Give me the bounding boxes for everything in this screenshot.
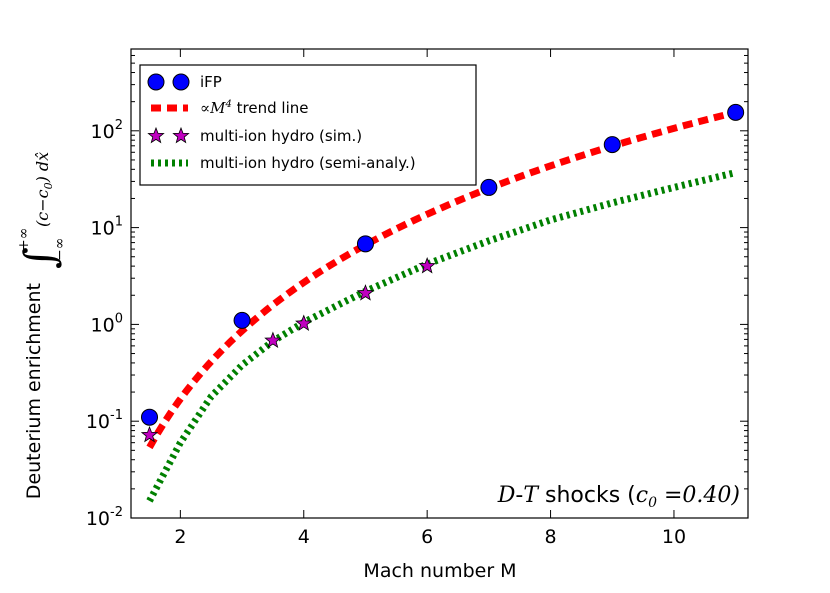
y-tick-label: 10-2 bbox=[86, 505, 123, 530]
shock-annotation: D-T shocks (c0 =0.40) bbox=[497, 483, 740, 511]
y-tick-label-exponent: -1 bbox=[110, 408, 123, 423]
ifp-point bbox=[233, 311, 251, 329]
legend-trend-prefix: ∝M bbox=[200, 99, 226, 117]
legend-label-trend: ∝M4 trend line bbox=[200, 99, 308, 117]
legend-entry-ifp: iFP bbox=[147, 73, 222, 91]
ifp-point bbox=[480, 178, 498, 196]
y-tick-label-base: 10 bbox=[86, 411, 110, 433]
legend: iFP ∝M4 trend line multi-ion hydro (sim.… bbox=[139, 64, 477, 186]
integral-integrand: (c−c0) dx̂ bbox=[33, 152, 55, 227]
annotation-species-a: D bbox=[497, 483, 516, 508]
legend-label-semi: multi-ion hydro (semi-analy.) bbox=[200, 154, 416, 172]
sim-point bbox=[264, 331, 282, 348]
legend-marker-sim bbox=[147, 126, 165, 144]
sim-point bbox=[418, 256, 436, 274]
annotation-equals: =0.40) bbox=[657, 483, 740, 508]
legend-trend-sup: 4 bbox=[225, 99, 232, 110]
legend-marker-ifp bbox=[172, 73, 190, 91]
sim-point bbox=[140, 425, 159, 443]
integral-upper-limit: +∞ bbox=[16, 228, 32, 251]
y-tick-label: 102 bbox=[91, 118, 123, 143]
x-tick-label: 10 bbox=[662, 526, 686, 548]
legend-trend-suffix: trend line bbox=[232, 99, 309, 117]
ifp-point bbox=[603, 136, 621, 154]
sim-point bbox=[295, 314, 313, 331]
legend-label-ifp: iFP bbox=[200, 73, 222, 91]
y-axis-title: Deuterium enrichment ∫ +∞ −∞ (c−c0) dx̂ bbox=[15, 152, 68, 499]
x-tick-label: 6 bbox=[421, 526, 433, 548]
legend-entry-sim: multi-ion hydro (sim.) bbox=[147, 126, 362, 145]
integrand-sub: 0 bbox=[42, 182, 55, 189]
y-tick-label: 101 bbox=[91, 215, 123, 240]
ifp-point bbox=[356, 235, 374, 253]
annotation-species-b: T bbox=[523, 483, 540, 508]
y-tick-label-exponent: -2 bbox=[110, 505, 123, 520]
trend-line bbox=[146, 108, 737, 450]
y-axis-title-text: Deuterium enrichment bbox=[23, 283, 45, 499]
y-tick-label-exponent: 0 bbox=[115, 311, 123, 326]
annotation-c-symbol: c bbox=[636, 483, 648, 508]
annotation-c-sub: 0 bbox=[648, 495, 657, 511]
ifp-point bbox=[727, 103, 745, 121]
y-tick-label-base: 10 bbox=[91, 218, 115, 240]
legend-frame bbox=[139, 64, 477, 186]
x-tick-label: 8 bbox=[545, 526, 557, 548]
x-tick-label: 2 bbox=[174, 526, 186, 548]
y-tick-label-base: 10 bbox=[91, 121, 115, 143]
series-layer bbox=[140, 103, 745, 503]
x-tick-label: 4 bbox=[298, 526, 310, 548]
legend-marker-sim bbox=[172, 126, 190, 144]
y-tick-label-exponent: 1 bbox=[115, 215, 123, 230]
y-tick-label-base: 10 bbox=[86, 508, 110, 530]
sim-point bbox=[356, 284, 375, 301]
x-axis-title: Mach number M bbox=[363, 560, 516, 582]
plot-frame bbox=[130, 48, 749, 519]
y-tick-label: 10-1 bbox=[86, 408, 123, 433]
annotation-dash: - bbox=[515, 483, 523, 508]
legend-entry-semi: multi-ion hydro (semi-analy.) bbox=[151, 154, 416, 172]
annotation-word: shocks ( bbox=[538, 483, 636, 508]
y-tick-label: 100 bbox=[91, 311, 123, 336]
integral-sign: ∫ bbox=[15, 247, 64, 269]
integrand-end: ) dx̂ bbox=[33, 152, 52, 184]
legend-marker-ifp bbox=[147, 73, 165, 91]
y-tick-label-base: 10 bbox=[91, 314, 115, 336]
integral-lower-limit: −∞ bbox=[52, 238, 68, 261]
y-tick-label-exponent: 2 bbox=[115, 118, 123, 133]
legend-entry-trend: ∝M4 trend line bbox=[151, 99, 308, 117]
legend-label-sim: multi-ion hydro (sim.) bbox=[200, 127, 362, 145]
integrand-main: (c−c bbox=[33, 189, 52, 227]
ifp-point bbox=[141, 408, 159, 426]
